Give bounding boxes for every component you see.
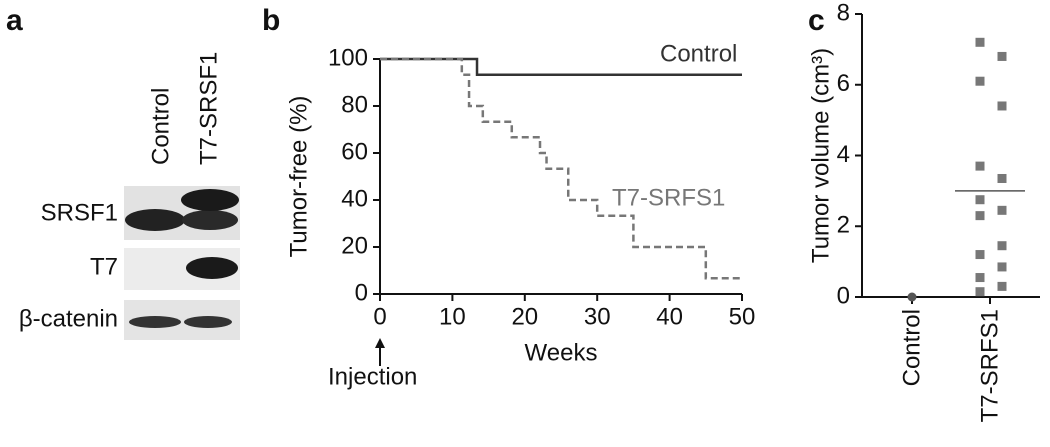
lane-label: T7-SRSF1: [195, 52, 222, 165]
panel-a: a Control T7-SRSF1 SRSF1 T7 β-catenin: [6, 4, 240, 340]
x-tick-label: 20: [511, 303, 538, 330]
y-tick-label: 60: [341, 138, 368, 165]
data-point: [975, 273, 985, 283]
x-tick-label: 40: [656, 303, 683, 330]
x-tick-label: T7-SRFS1: [976, 309, 1003, 422]
data-point: [997, 241, 1007, 251]
arrow-head: [375, 338, 385, 348]
y-tick-label: 40: [341, 185, 368, 212]
step-line: [380, 57, 742, 280]
data-point: [975, 195, 985, 205]
y-tick-label: 0: [837, 282, 850, 309]
data-point: [997, 51, 1007, 61]
panel-label: a: [6, 4, 23, 37]
data-point: [907, 292, 917, 302]
data-point: [997, 281, 1007, 291]
band: [184, 316, 232, 328]
row-label: T7: [90, 253, 118, 280]
data-point: [975, 211, 985, 221]
x-tick-label: 30: [584, 303, 611, 330]
data-point: [975, 287, 985, 297]
data-point: [975, 37, 985, 47]
y-tick-label: 8: [837, 0, 850, 26]
x-tick-label: Control: [898, 309, 925, 386]
y-tick-label: 20: [341, 232, 368, 259]
y-tick-label: 4: [837, 141, 850, 168]
y-tick-label: 2: [837, 212, 850, 239]
data-point: [997, 205, 1007, 215]
x-tick-label: 10: [439, 303, 466, 330]
lane-label: Control: [147, 88, 174, 165]
series-label: T7-SRFS1: [612, 184, 725, 211]
annotation: Injection: [328, 363, 417, 390]
data-point: [975, 76, 985, 86]
panel-label: c: [808, 4, 825, 37]
y-tick-label: 6: [837, 70, 850, 97]
panel-label: b: [262, 4, 280, 37]
y-axis-label: Tumor-free (%): [285, 96, 312, 258]
series-label: Control: [660, 40, 737, 67]
data-point: [975, 250, 985, 260]
band: [182, 210, 238, 230]
y-tick-label: 80: [341, 91, 368, 118]
x-tick-label: 0: [373, 303, 386, 330]
band: [125, 209, 185, 231]
x-tick-label: 50: [729, 303, 756, 330]
row-label: SRSF1: [41, 199, 118, 226]
band: [129, 316, 181, 328]
y-axis-label: Tumor volume (cm³): [807, 48, 834, 263]
data-point: [975, 161, 985, 171]
x-axis-label: Weeks: [525, 339, 598, 366]
data-point: [997, 173, 1007, 183]
band: [186, 257, 238, 279]
data-point: [997, 262, 1007, 272]
y-tick-label: 100: [328, 44, 368, 71]
panel-b: b 0 20 40 60 80 100 0 10 20 30 40 50 Tumor-free (%) We…: [262, 4, 755, 390]
band: [181, 189, 239, 211]
y-tick-label: 0: [355, 279, 368, 306]
row-label: β-catenin: [19, 305, 118, 332]
data-point: [997, 101, 1007, 111]
